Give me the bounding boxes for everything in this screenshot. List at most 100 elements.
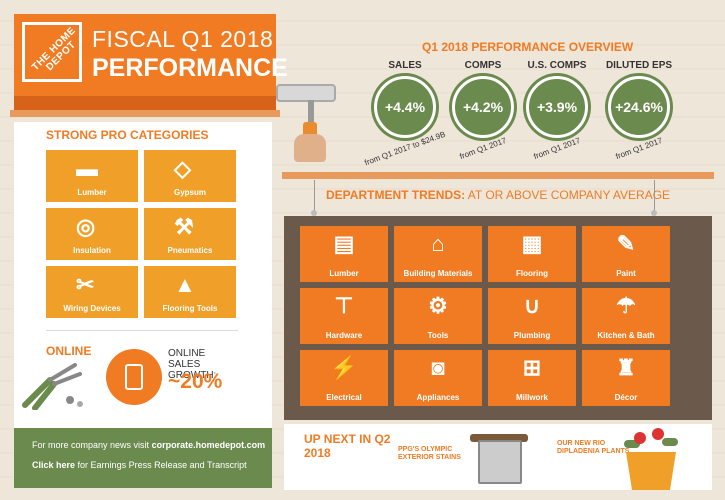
department-title-rest: AT OR ABOVE COMPANY AVERAGE xyxy=(467,188,671,202)
shower-icon: ☂ xyxy=(616,293,636,318)
nail-gun-icon: ⚒ xyxy=(174,214,194,239)
dept-tile-label: Millwork xyxy=(515,393,548,402)
dept-tile-electrical: ⚡ Electrical xyxy=(300,350,388,406)
shelf xyxy=(10,110,280,117)
online-growth-label: ONLINE SALES GROWTH: xyxy=(168,348,217,381)
wrench-icon: ⚙ xyxy=(428,293,448,318)
washer-icon: ◙ xyxy=(431,355,445,380)
dept-tile-label: Kitchen & Bath xyxy=(597,331,655,340)
performance-title: Q1 2018 PERFORMANCE OVERVIEW xyxy=(422,40,634,54)
pro-tile-insulation: ◎ Insulation xyxy=(46,208,138,260)
hanging-hook xyxy=(654,180,655,212)
metric-label: U.S. COMPS xyxy=(527,60,587,71)
paint-can-lid xyxy=(470,434,528,442)
news-line-2: Click here for Earnings Press Release an… xyxy=(32,460,247,470)
pro-tile-lumber: ▬ Lumber xyxy=(46,150,138,202)
dept-tile-label: Lumber xyxy=(329,269,359,278)
metric-circle: +24.6% xyxy=(608,76,670,138)
pro-tile-flooring-tools: ▲ Flooring Tools xyxy=(144,266,236,318)
house-icon: ⌂ xyxy=(431,231,445,256)
department-title: DEPARTMENT TRENDS: AT OR ABOVE COMPANY A… xyxy=(326,188,670,202)
shelf xyxy=(282,172,714,179)
hook-dot xyxy=(311,210,317,216)
leaf-icon xyxy=(624,440,640,448)
dept-tile-kitchen-bath: ☂ Kitchen & Bath xyxy=(582,288,670,344)
hook-dot xyxy=(651,210,657,216)
pro-tile-label: Wiring Devices xyxy=(63,304,121,313)
dept-tile-plumbing: ∪ Plumbing xyxy=(488,288,576,344)
dept-tile-label: Flooring xyxy=(516,269,548,278)
online-title: ONLINE xyxy=(46,344,92,358)
lumber-icon: ▬ xyxy=(76,156,98,181)
dept-tile-label: Appliances xyxy=(416,393,460,402)
logo-text: THE HOME DEPOT xyxy=(30,25,79,74)
roller-arm xyxy=(308,100,314,126)
dept-tile-hardware: ⊤ Hardware xyxy=(300,288,388,344)
dept-tile-paint: ✎ Paint xyxy=(582,226,670,282)
flooring-icon: ▦ xyxy=(521,231,543,256)
metric-label: COMPS xyxy=(464,60,502,71)
tablet-icon xyxy=(125,364,143,390)
planter-icon xyxy=(626,452,676,490)
flower-icon xyxy=(634,432,646,444)
hand-icon xyxy=(294,134,326,162)
plug-icon: ⚡ xyxy=(330,355,358,380)
section-divider xyxy=(46,330,238,331)
gypsum-icon: ◇ xyxy=(174,156,191,181)
dept-tile-building-materials: ⌂ Building Materials xyxy=(394,226,482,282)
header-stripe xyxy=(14,96,276,110)
pro-tile-label: Insulation xyxy=(73,246,111,255)
leaf-icon xyxy=(662,438,678,446)
dept-tile-label: Building Materials xyxy=(403,269,473,278)
dept-tile-label: Plumbing xyxy=(513,331,551,340)
metric-sales: SALES +4.4% from Q1 2017 to $24.9B xyxy=(362,60,448,167)
pro-categories-title: STRONG PRO CATEGORIES xyxy=(46,128,209,142)
dept-tile-lumber: ▤ Lumber xyxy=(300,226,388,282)
metric-circle: +4.4% xyxy=(374,76,436,138)
pliers-icon xyxy=(22,363,83,410)
hanging-hook xyxy=(314,180,315,212)
pro-tile-label: Gypsum xyxy=(173,188,206,197)
pipe-icon: ∪ xyxy=(523,293,541,318)
dept-tile-tools: ⚙ Tools xyxy=(394,288,482,344)
paint-can-icon xyxy=(478,440,522,484)
paintbrush-icon: ✎ xyxy=(616,231,636,256)
pro-tile-label: Pneumatics xyxy=(167,246,213,255)
metric-label: DILUTED EPS xyxy=(605,60,673,71)
lumber-icon: ▤ xyxy=(333,231,355,256)
pro-tile-pneumatics: ⚒ Pneumatics xyxy=(144,208,236,260)
flower-icon xyxy=(652,428,664,440)
corporate-link[interactable]: corporate.homedepot.com xyxy=(151,440,266,450)
dept-tile-millwork: ⊞ Millwork xyxy=(488,350,576,406)
metric-comps: COMPS +4.2% from Q1 2017 xyxy=(440,60,526,161)
dept-tile-label: Hardware xyxy=(325,331,363,340)
click-here-link[interactable]: Click here xyxy=(32,460,76,470)
up-next-item-plant: OUR NEW RIO DIPLADENIA PLANTS xyxy=(557,440,630,455)
online-growth-value: ~20% xyxy=(168,370,223,393)
header-title-line1: FISCAL Q1 2018 xyxy=(92,26,274,52)
department-title-bold: DEPARTMENT TRENDS: xyxy=(326,188,466,202)
metric-diluted-eps: DILUTED EPS +24.6% from Q1 2017 xyxy=(596,60,682,161)
dept-tile-label: Décor xyxy=(614,393,638,402)
pro-tile-label: Lumber xyxy=(77,188,107,197)
online-circle xyxy=(106,349,162,405)
news-box xyxy=(14,428,272,488)
home-depot-logo: THE HOME DEPOT xyxy=(22,22,82,82)
flooring-tool-icon: ▲ xyxy=(174,272,196,297)
dept-tile-flooring: ▦ Flooring xyxy=(488,226,576,282)
bolt-icon: ⊤ xyxy=(334,293,354,318)
dept-tile-appliances: ◙ Appliances xyxy=(394,350,482,406)
news-suffix: for Earnings Press Release and Transcrip… xyxy=(77,460,247,470)
header-title-line2: PERFORMANCE xyxy=(92,54,288,82)
up-next-title: UP NEXT IN Q2 2018 xyxy=(304,432,391,460)
metric-circle: +3.9% xyxy=(526,76,588,138)
dept-tile-label: Electrical xyxy=(326,393,362,402)
wire-stripper-icon: ✂ xyxy=(76,272,95,297)
metric-label: SALES xyxy=(388,60,422,71)
dept-tile-label: Paint xyxy=(616,269,636,278)
pro-tile-wiring-devices: ✂ Wiring Devices xyxy=(46,266,138,318)
metric-us-comps: U.S. COMPS +3.9% from Q1 2017 xyxy=(514,60,600,161)
dept-tile-label: Tools xyxy=(427,331,449,340)
dept-tile-decor: ♜ Décor xyxy=(582,350,670,406)
news-prefix: For more company news visit xyxy=(32,440,150,450)
